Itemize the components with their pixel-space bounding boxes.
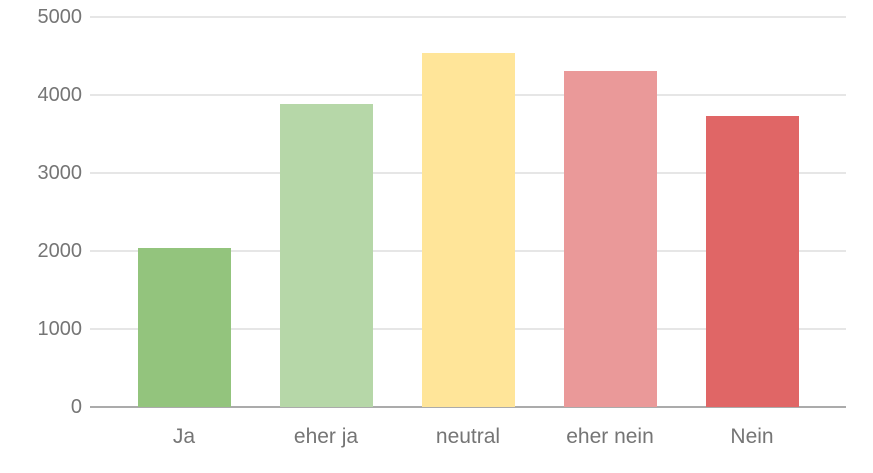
bar-ja	[137, 247, 231, 407]
plot-area	[90, 16, 846, 408]
x-tick-label-neutral: neutral	[435, 425, 501, 448]
bar-neutral	[421, 52, 515, 407]
y-axis: 0 1000 2000 3000 4000 5000	[0, 0, 83, 473]
y-tick-label: 3000	[37, 162, 83, 184]
x-tick-label-eher-nein: eher nein	[566, 425, 654, 448]
y-tick-label: 2000	[37, 240, 83, 262]
y-tick-label: 0	[70, 396, 82, 418]
x-axis-baseline	[90, 406, 846, 408]
x-axis: Ja eher ja neutral eher nein Nein	[0, 422, 873, 452]
x-tick-label-eher-ja: eher ja	[293, 425, 359, 448]
bar-nein	[705, 116, 799, 407]
gridline-5000	[90, 16, 846, 18]
y-tick-label: 1000	[37, 318, 83, 340]
bar-eher-ja	[279, 104, 373, 407]
x-tick-label-nein: Nein	[730, 425, 774, 448]
y-tick-label: 5000	[37, 6, 83, 28]
y-tick-label: 4000	[37, 84, 83, 106]
x-tick-label-ja: Ja	[172, 425, 196, 448]
bar-eher-nein	[563, 70, 657, 407]
